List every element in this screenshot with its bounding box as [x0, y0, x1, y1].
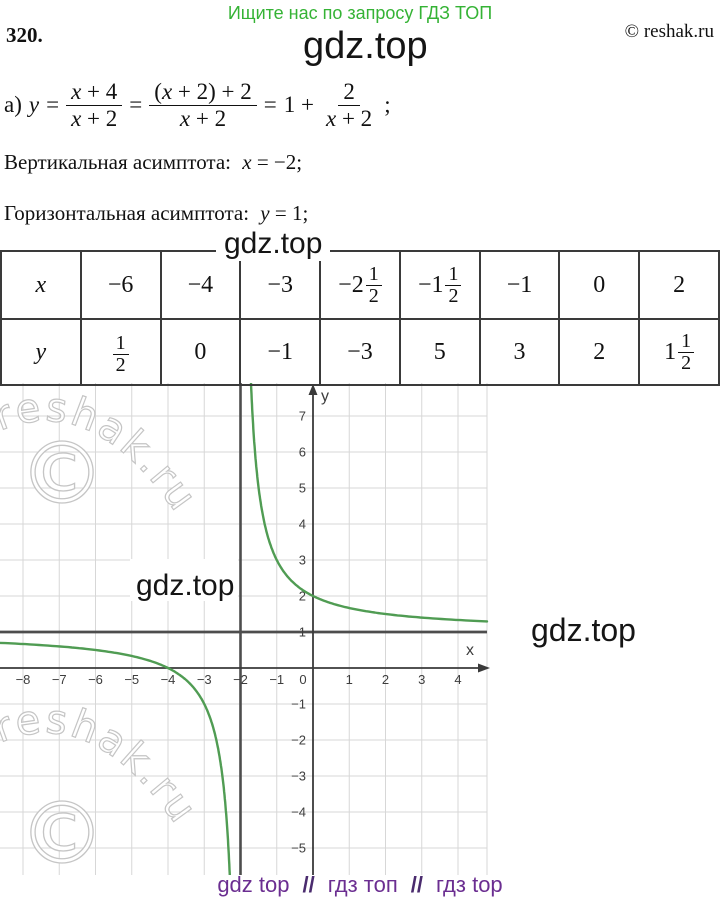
svg-text:4: 4 — [299, 517, 306, 532]
table-cell: −1 — [478, 250, 561, 320]
vertical-asymptote-line: Вертикальная асимптота: x = −2; — [4, 150, 302, 175]
svg-text:3: 3 — [299, 553, 306, 568]
svg-text:−4: −4 — [291, 805, 306, 820]
svg-text:1: 1 — [346, 672, 353, 687]
gdz-top-watermark-right: gdz.top — [531, 612, 636, 648]
svg-text:−1: −1 — [291, 697, 306, 712]
svg-text:−5: −5 — [124, 672, 139, 687]
svg-text:−8: −8 — [16, 672, 31, 687]
function-graph: © reshak.ru © reshak.ru xy−8−7−6−5−4−3−2… — [0, 383, 490, 875]
horizontal-asymptote-label: Горизонтальная асимптота: — [4, 201, 250, 225]
equals-sign: = — [129, 92, 143, 118]
formula-lhs: y — [28, 92, 40, 118]
horizontal-asymptote-value: y = 1; — [260, 201, 309, 225]
graph-grid — [0, 383, 488, 875]
footer-separator: // — [410, 872, 424, 897]
gdz-top-watermark-mid: gdz.top — [216, 227, 331, 261]
gdz-top-watermark-graph-text: gdz.top — [136, 569, 234, 602]
table-cell: −4 — [159, 250, 242, 320]
svg-text:−3: −3 — [197, 672, 212, 687]
svg-text:2: 2 — [382, 672, 389, 687]
table-cell: −3 — [239, 250, 322, 320]
svg-text:−1: −1 — [269, 672, 284, 687]
svg-text:−6: −6 — [88, 672, 103, 687]
table-cell: 0 — [558, 250, 641, 320]
table-cell: −6 — [79, 250, 162, 320]
svg-text:1: 1 — [299, 625, 306, 640]
svg-text:−3: −3 — [291, 769, 306, 784]
footer-links: gdz top // гдз топ // гдз top — [0, 872, 720, 898]
fraction-2: (x + 2) + 2 x + 2 — [149, 79, 257, 132]
svg-text:−7: −7 — [52, 672, 67, 687]
svg-text:4: 4 — [454, 672, 461, 687]
graph-plot: x y −8 −7 −6 −5 −4 −3 −2 −1 0 1 2 3 4 −5 −4 −3 −2 −1 1 2 3 4 5 6 7 — [0, 383, 490, 875]
gdz-top-watermark-graph: gdz.top — [130, 559, 238, 602]
svg-text:5: 5 — [299, 481, 306, 496]
svg-text:7: 7 — [299, 409, 306, 424]
equals-sign: = — [263, 92, 277, 118]
table-cell: −1 1 2 — [398, 250, 481, 320]
table-cell: x — [0, 250, 82, 320]
footer-separator: // — [302, 872, 315, 897]
table-cell: y — [0, 318, 82, 386]
reshak-watermark-top: © reshak.ru — [0, 384, 204, 525]
formula-line: а) y = x + 4 x + 2 = (x + 2) + 2 x + 2 =… — [4, 79, 391, 132]
one-plus-term: 1 + — [283, 92, 314, 118]
table-cell: −3 — [319, 318, 401, 386]
copyright-text: © reshak.ru — [624, 21, 714, 42]
formula-prefix: а) — [4, 92, 22, 118]
table-cell: 5 — [398, 318, 481, 386]
svg-text:−2: −2 — [233, 672, 248, 687]
svg-text:x: x — [466, 642, 474, 659]
table-cell: −2 1 2 — [319, 250, 401, 320]
svg-text:3: 3 — [418, 672, 425, 687]
svg-text:−4: −4 — [161, 672, 176, 687]
svg-text:y: y — [321, 388, 329, 405]
table-cell: 0 — [159, 318, 242, 386]
footer-link-2[interactable]: гдз топ — [327, 872, 398, 897]
problem-number: 320. — [6, 23, 43, 47]
svg-text:−5: −5 — [291, 841, 306, 856]
semicolon: ; — [384, 92, 391, 118]
svg-text:−2: −2 — [291, 733, 306, 748]
gdz-top-watermark-header: gdz.top — [303, 25, 428, 67]
svg-text:0: 0 — [299, 672, 306, 687]
table-cell: 2 — [558, 318, 641, 386]
footer-link-3[interactable]: гдз top — [436, 872, 503, 897]
vertical-asymptote-value: x = −2; — [242, 150, 303, 174]
table-row-x: x −6 −4 −3 −2 1 2 −1 1 2 −1 0 2 — [0, 250, 720, 320]
copyright-symbol-watermark: © — [19, 424, 105, 524]
equals-sign: = — [46, 92, 60, 118]
horizontal-asymptote-line: Горизонтальная асимптота: y = 1; — [4, 201, 308, 226]
fraction-3: 2 x + 2 — [325, 79, 373, 131]
copyright-symbol-watermark: © — [19, 784, 105, 875]
svg-text:2: 2 — [299, 589, 306, 604]
footer-link-1[interactable]: gdz top — [217, 872, 290, 897]
table-cell: 2 — [638, 250, 720, 320]
header-promo-link[interactable]: Ищите нас по запросу ГДЗ ТОП — [227, 3, 493, 23]
svg-text:6: 6 — [299, 445, 306, 460]
table-cell: 3 — [478, 318, 561, 386]
fraction-1: x + 4 x + 2 — [66, 79, 123, 132]
vertical-asymptote-label: Вертикальная асимптота: — [4, 150, 232, 174]
table-cell: −1 — [239, 318, 322, 386]
